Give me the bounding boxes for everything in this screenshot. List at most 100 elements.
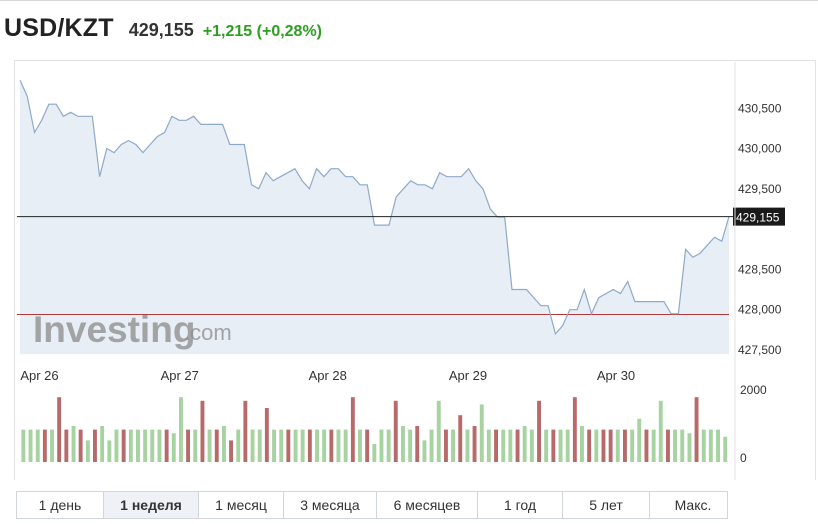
- volume-bar: [458, 415, 463, 462]
- volume-bar: [286, 429, 291, 462]
- volume-bar: [630, 429, 635, 462]
- volume-bar: [57, 397, 62, 462]
- volume-bar: [701, 429, 706, 462]
- volume-bar: [164, 429, 169, 462]
- volume-bar: [71, 426, 76, 462]
- volume-bar: [315, 429, 319, 462]
- volume-bar: [250, 429, 255, 462]
- volume-bar: [257, 429, 262, 462]
- volume-bar: [444, 429, 448, 462]
- volume-bar: [272, 429, 276, 462]
- volume-bar: [28, 429, 33, 462]
- volume-bar: [537, 400, 541, 462]
- watermark-suffix: .com: [184, 320, 232, 345]
- volume-bar: [307, 429, 312, 462]
- price-change: +1,215 (+0,28%): [202, 23, 323, 40]
- volume-bar: [329, 429, 334, 462]
- volume-bar: [594, 429, 599, 462]
- volume-bar: [529, 429, 534, 462]
- period-tab[interactable]: 1 неделя: [104, 492, 199, 518]
- volume-bar: [85, 440, 90, 462]
- y-tick-label: 430,000: [738, 142, 782, 156]
- volume-bar: [658, 400, 663, 462]
- volume-bar: [222, 426, 226, 462]
- volume-bar: [128, 429, 133, 462]
- volume-bar: [408, 429, 413, 462]
- period-tab[interactable]: 1 год: [478, 492, 563, 518]
- volume-bar: [50, 429, 54, 462]
- volume-bar: [107, 440, 112, 462]
- volume-bar: [121, 429, 126, 462]
- volume-bar: [694, 397, 699, 462]
- x-tick-label: Apr 29: [449, 368, 487, 383]
- volume-bar: [451, 429, 455, 462]
- volume-bar: [21, 429, 26, 462]
- volume-bar: [93, 429, 97, 462]
- period-tab[interactable]: 5 лет: [563, 492, 650, 518]
- volume-bar: [687, 433, 692, 462]
- period-tab[interactable]: 3 месяца: [284, 492, 377, 518]
- y-tick-label: 427,500: [738, 343, 782, 357]
- volume-bar: [544, 429, 549, 462]
- volume-bar: [214, 429, 219, 462]
- volume-tick-label: 0: [740, 451, 747, 465]
- last-price: 429,155: [128, 20, 194, 40]
- volume-bar: [393, 400, 398, 462]
- volume-bar: [601, 429, 606, 462]
- volume-bar: [680, 429, 685, 462]
- volume-bar: [515, 429, 520, 462]
- volume-bar: [716, 429, 720, 462]
- volume-bar: [42, 429, 47, 462]
- volume-bar: [401, 426, 405, 462]
- period-tab[interactable]: Макс.: [674, 497, 712, 513]
- volume-bar: [637, 418, 642, 462]
- volume-bar: [114, 429, 119, 462]
- volume-bar: [350, 397, 355, 462]
- volume-bar: [608, 429, 613, 462]
- x-tick-label: Apr 27: [161, 368, 199, 383]
- volume-bar: [644, 429, 649, 462]
- volume-bar: [300, 429, 305, 462]
- volume-bar: [186, 429, 190, 462]
- volume-bar: [551, 429, 556, 462]
- volume-bar: [236, 429, 241, 462]
- volume-bar: [472, 426, 477, 462]
- top-border: [0, 0, 818, 1]
- volume-bar: [623, 429, 627, 462]
- volume-bar: [136, 429, 140, 462]
- period-tab[interactable]: 1 месяц: [199, 492, 284, 518]
- volume-bar: [565, 429, 570, 462]
- volume-bar: [322, 429, 327, 462]
- volume-bar: [171, 433, 176, 462]
- volume-bar: [336, 429, 341, 462]
- volume-bar: [293, 429, 298, 462]
- volume-bar: [508, 429, 513, 462]
- price-chart[interactable]: Investing.com 430,500 430,000 429,500 428,50…: [0, 0, 818, 490]
- x-tick-label: Apr 28: [309, 368, 347, 383]
- period-tab[interactable]: 6 месяцев: [377, 492, 478, 518]
- volume-bar: [386, 429, 391, 462]
- volume-bar: [723, 436, 728, 462]
- volume-bar: [708, 429, 713, 462]
- volume-bar: [429, 429, 434, 462]
- volume-bar: [436, 400, 441, 462]
- volume-bar: [501, 429, 506, 462]
- instrument-header: USD/KZT 429,155 +1,215 (+0,28%): [4, 14, 322, 48]
- volume-bar: [343, 429, 348, 462]
- y-tick-label: 428,000: [738, 303, 782, 317]
- y-tick-label: 428,500: [738, 262, 782, 276]
- volume-bar: [365, 429, 370, 462]
- price-area: [20, 80, 729, 354]
- volume-bar: [35, 429, 40, 462]
- volume-bar: [666, 429, 670, 462]
- volume-bar: [379, 429, 384, 462]
- volume-bar: [479, 404, 484, 462]
- volume-bar: [264, 408, 269, 462]
- watermark-logo: Investing: [33, 309, 195, 350]
- price-line: [19, 79, 730, 336]
- volume-bar: [486, 429, 491, 462]
- volume-bar: [522, 426, 527, 462]
- volume-bar: [587, 429, 592, 462]
- chart-frame: [14, 60, 816, 480]
- period-tab[interactable]: 1 день: [17, 492, 104, 518]
